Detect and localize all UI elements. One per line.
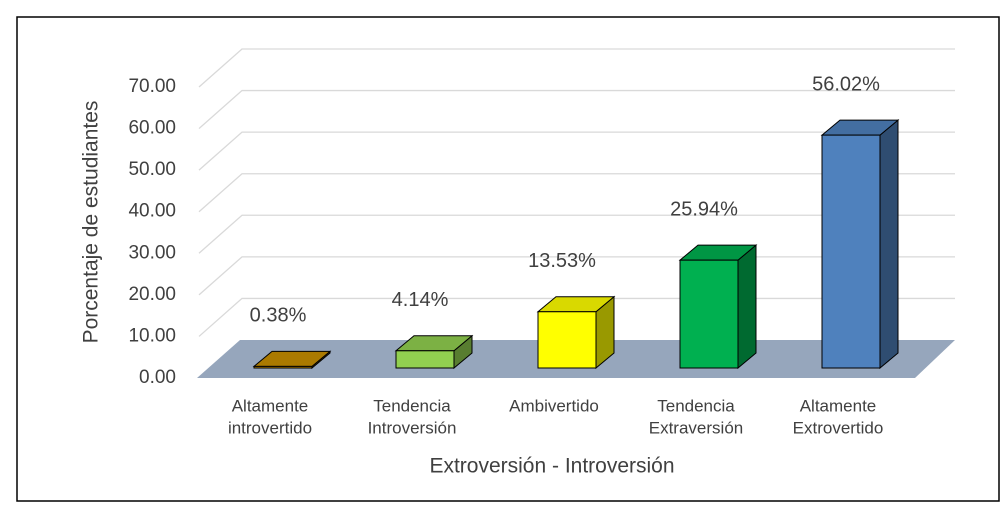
x-tick-label: Altamente bbox=[232, 396, 309, 415]
grid-line bbox=[198, 214, 955, 254]
y-tick-label: 10.00 bbox=[128, 325, 176, 346]
x-tick-label: Introversión bbox=[368, 418, 457, 437]
grid-line bbox=[198, 131, 955, 171]
bar bbox=[820, 119, 900, 370]
y-tick-label: 50.00 bbox=[128, 159, 176, 180]
x-tick-label: introvertido bbox=[228, 418, 312, 437]
x-tick-label: Altamente bbox=[800, 396, 877, 415]
grid-line bbox=[198, 173, 955, 213]
bar-front bbox=[537, 311, 597, 369]
data-label: 25.94% bbox=[670, 198, 738, 220]
y-tick-label: 40.00 bbox=[128, 201, 176, 222]
bar-front bbox=[679, 259, 739, 369]
x-tick-label: Ambivertido bbox=[509, 396, 599, 415]
bar-front bbox=[395, 350, 455, 369]
data-label: 56.02% bbox=[812, 73, 880, 95]
grid-line bbox=[198, 48, 955, 88]
y-tick-label: 20.00 bbox=[128, 284, 176, 305]
bar-side bbox=[879, 119, 899, 370]
x-tick-label: Tendencia bbox=[373, 396, 451, 415]
data-label: 4.14% bbox=[392, 289, 449, 311]
bar-side bbox=[737, 244, 757, 370]
x-tick-label: Extrovertido bbox=[793, 418, 884, 437]
bar bbox=[678, 244, 758, 370]
y-tick-label: 0.00 bbox=[139, 367, 176, 388]
x-axis-title: Extroversión - Introversión bbox=[429, 455, 674, 478]
data-label: 0.38% bbox=[250, 305, 307, 327]
y-axis-title: Porcentaje de estudiantes bbox=[80, 101, 103, 344]
x-tick-label: Extraversión bbox=[649, 418, 743, 437]
data-label: 13.53% bbox=[528, 250, 596, 272]
bar bbox=[252, 350, 332, 370]
y-tick-label: 30.00 bbox=[128, 242, 176, 263]
x-tick-label: Tendencia bbox=[657, 396, 735, 415]
bar-front bbox=[821, 134, 881, 369]
y-tick-label: 70.00 bbox=[128, 76, 176, 97]
grid-line bbox=[198, 89, 955, 130]
bar-front bbox=[253, 365, 313, 369]
y-tick-label: 60.00 bbox=[128, 118, 176, 139]
bar bbox=[394, 334, 474, 370]
bar bbox=[536, 295, 616, 370]
